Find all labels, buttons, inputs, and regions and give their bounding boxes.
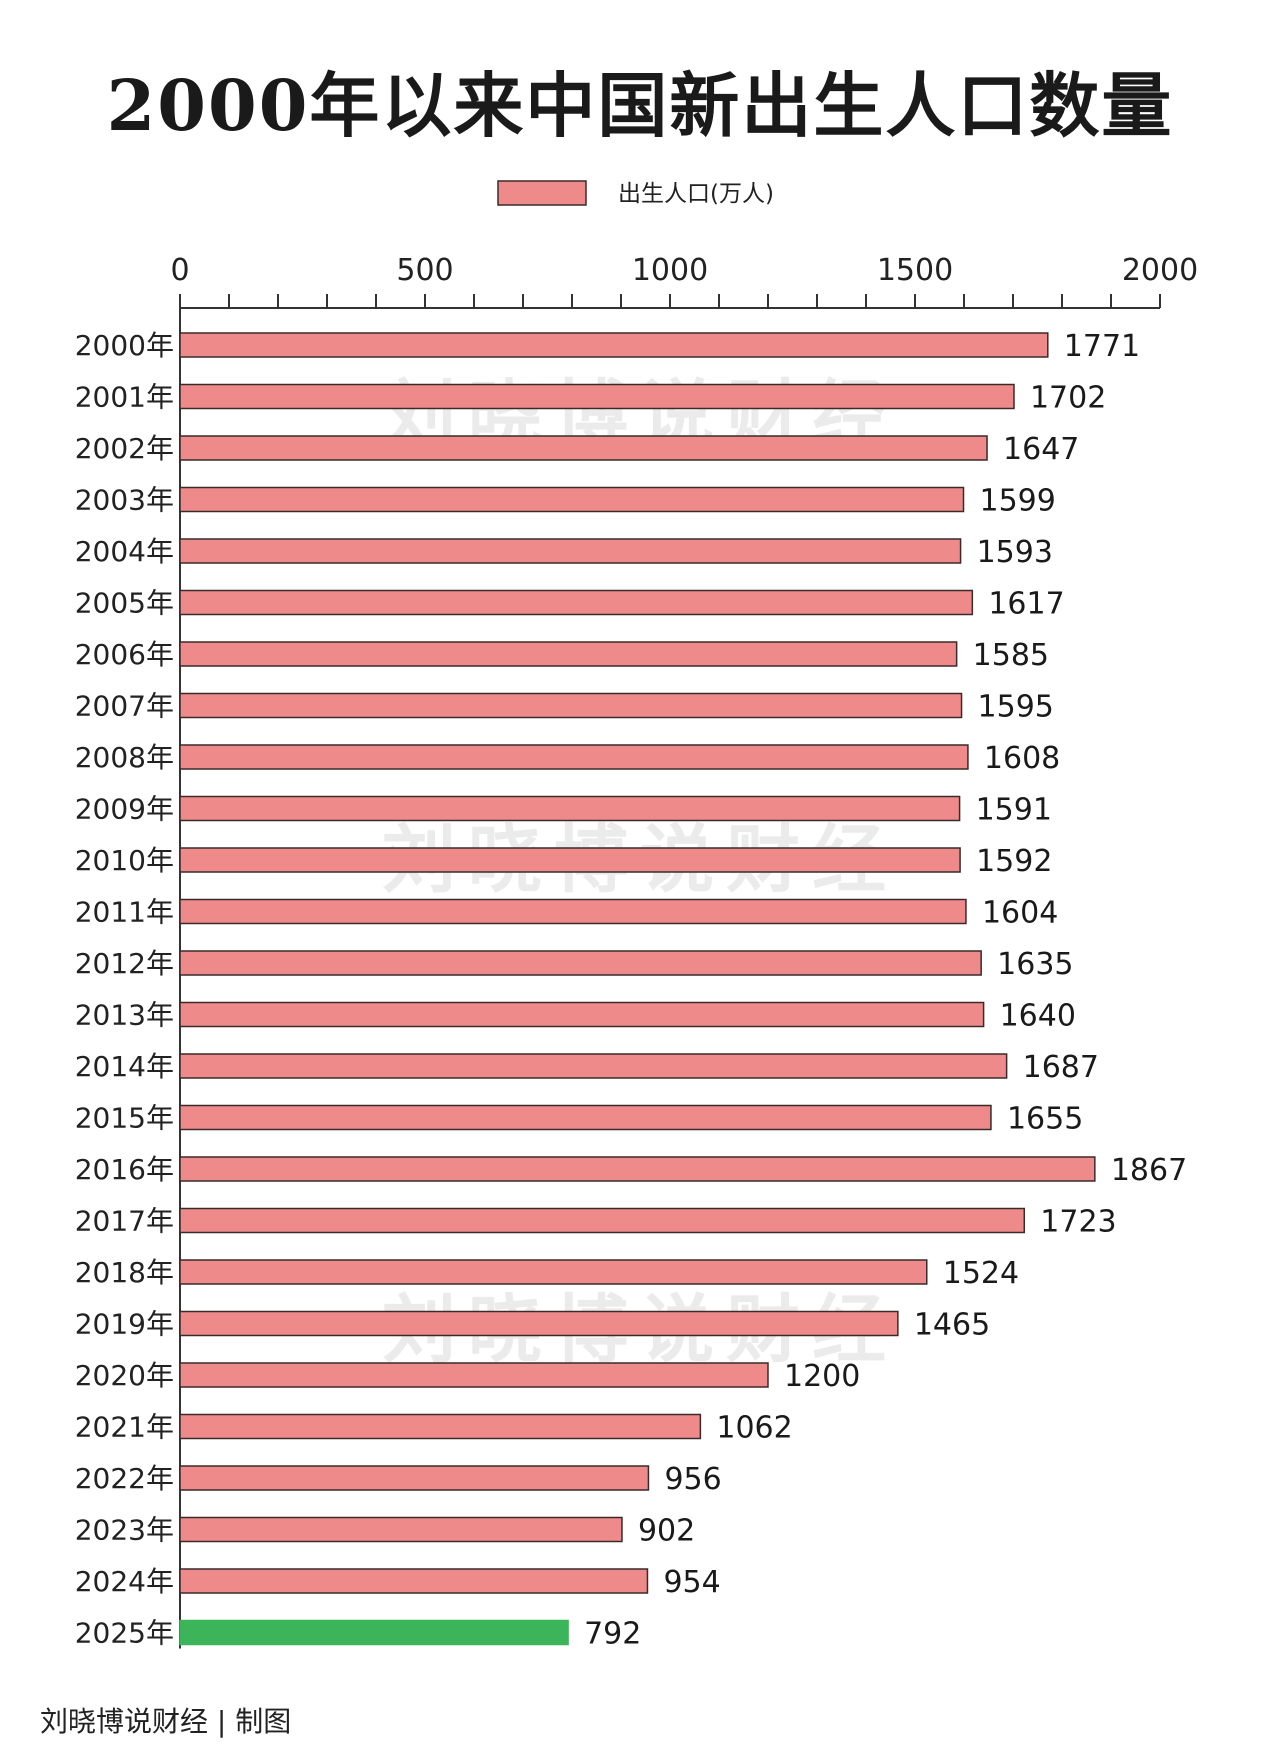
category-label: 2019年 [75, 1308, 174, 1341]
credit-line: 刘晓博说财经 | 制图 [40, 1705, 292, 1738]
category-label: 2006年 [75, 638, 174, 671]
legend-label: 出生人口(万人) [618, 181, 774, 207]
bar-2022年 [179, 1465, 650, 1491]
bar-2024年 [179, 1568, 649, 1594]
bars [179, 332, 1096, 1646]
value-label: 1702 [1030, 381, 1106, 416]
bar-2013年 [179, 1001, 985, 1028]
category-labels: 2000年 2001年 2002年 2003年 2004年 2005年 2006年 2007年… [75, 329, 174, 1650]
category-label: 2024年 [75, 1565, 174, 1598]
value-label: 1591 [976, 793, 1052, 828]
category-label: 2012年 [75, 947, 174, 980]
value-label: 1867 [1111, 1153, 1187, 1188]
value-label: 902 [638, 1514, 695, 1549]
x-tick-label: 1000 [632, 253, 708, 288]
bar-2021年 [179, 1413, 702, 1440]
category-label: 2011年 [75, 896, 174, 929]
category-label: 2000年 [75, 329, 174, 362]
category-label: 2015年 [75, 1102, 174, 1135]
value-label: 954 [663, 1565, 720, 1600]
bar-2006年 [179, 641, 958, 667]
bar-2014年 [179, 1053, 1008, 1079]
bar-2023年 [179, 1516, 623, 1543]
category-label: 2021年 [75, 1411, 174, 1444]
bar-2016年 [179, 1156, 1096, 1182]
value-label: 1635 [997, 947, 1073, 982]
bar-2003年 [179, 486, 965, 513]
legend-swatch [497, 180, 587, 206]
bar-2020年 [179, 1362, 769, 1388]
value-label: 1593 [977, 535, 1053, 570]
bar-2000年 [179, 332, 1049, 358]
category-label: 2003年 [75, 484, 174, 517]
category-label: 2004年 [75, 535, 174, 568]
category-label: 2007年 [75, 690, 174, 723]
value-label: 1604 [982, 896, 1058, 931]
category-label: 2020年 [75, 1359, 174, 1392]
value-labels: 1771 1702 1647 1599 1593 1617 1585 1595 1608 1591… [584, 329, 1187, 1652]
value-label: 1062 [716, 1411, 792, 1446]
category-label: 2001年 [75, 381, 174, 414]
value-label: 1465 [914, 1308, 990, 1343]
x-axis: 0 500 1000 1500 2000 [170, 253, 1198, 1649]
x-tick-label: 0 [170, 253, 189, 288]
bar-2019年 [179, 1310, 899, 1337]
bar-2009年 [179, 795, 961, 822]
value-label: 1592 [976, 844, 1052, 879]
category-label: 2023年 [75, 1514, 174, 1547]
category-label: 2022年 [75, 1462, 174, 1495]
value-label: 1585 [973, 638, 1049, 673]
category-label: 2016年 [75, 1153, 174, 1186]
category-label: 2025年 [75, 1617, 174, 1650]
bar-2004年 [179, 538, 962, 564]
legend: 出生人口(万人) [497, 180, 774, 207]
bar-2007年 [179, 692, 963, 719]
category-label: 2005年 [75, 587, 174, 620]
value-label: 1655 [1007, 1102, 1083, 1137]
bar-2001年 [179, 383, 1015, 410]
value-label: 1200 [784, 1359, 860, 1394]
value-label: 1647 [1003, 432, 1079, 467]
value-label: 792 [584, 1617, 641, 1652]
x-tick-label: 500 [396, 253, 453, 288]
value-label: 1608 [984, 741, 1060, 776]
bar-2012年 [179, 950, 982, 976]
bar-2025年 [179, 1619, 569, 1646]
bar-2018年 [179, 1259, 928, 1285]
category-label: 2017年 [75, 1205, 174, 1238]
bar-2010年 [179, 847, 961, 873]
category-label: 2018年 [75, 1256, 174, 1289]
category-label: 2008年 [75, 741, 174, 774]
bar-2005年 [179, 589, 974, 616]
chart-title: 2000年以来中国新出生人口数量 [106, 64, 1174, 147]
category-label: 2013年 [75, 999, 174, 1032]
value-label: 1595 [978, 690, 1054, 725]
bar-2017年 [179, 1207, 1026, 1234]
x-tick-label: 2000 [1122, 253, 1198, 288]
value-label: 1599 [980, 484, 1056, 519]
bar-2015年 [179, 1104, 992, 1131]
category-label: 2014年 [75, 1050, 174, 1083]
category-label: 2002年 [75, 432, 174, 465]
bar-2002年 [179, 435, 988, 461]
category-label: 2010年 [75, 844, 174, 877]
bar-2011年 [179, 898, 967, 925]
category-label: 2009年 [75, 793, 174, 826]
value-label: 1617 [988, 587, 1064, 622]
value-label: 1687 [1023, 1050, 1099, 1085]
value-label: 1723 [1040, 1205, 1116, 1240]
value-label: 956 [664, 1462, 721, 1497]
bar-2008年 [179, 744, 969, 770]
value-label: 1524 [943, 1256, 1019, 1291]
value-label: 1640 [1000, 999, 1076, 1034]
x-tick-label: 1500 [877, 253, 953, 288]
value-label: 1771 [1064, 329, 1140, 364]
